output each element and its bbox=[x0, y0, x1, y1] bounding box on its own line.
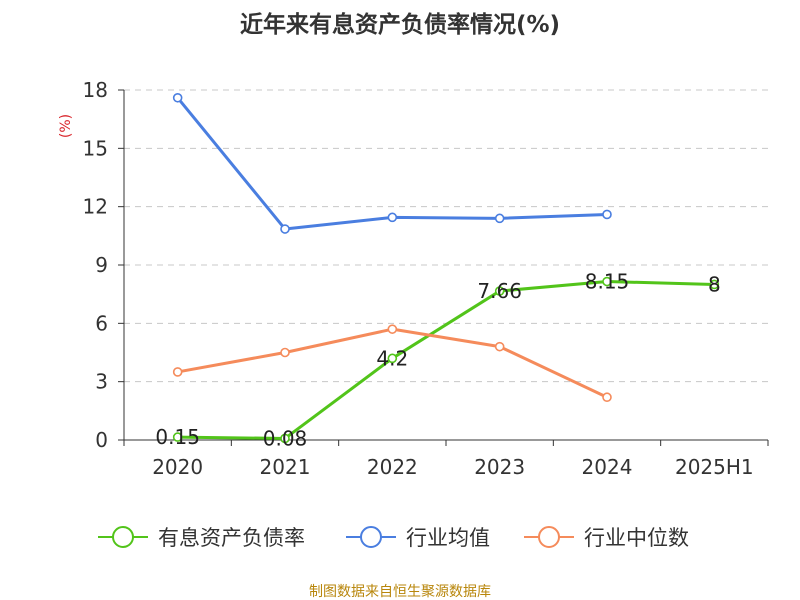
y-tick-label: 18 bbox=[83, 78, 108, 102]
x-tick-label: 2020 bbox=[152, 455, 203, 479]
data-point bbox=[280, 347, 290, 358]
data-label: 8.15 bbox=[585, 270, 630, 294]
data-point bbox=[602, 276, 612, 287]
data-point bbox=[387, 212, 398, 223]
legend-item-1[interactable]: 行业均值 bbox=[346, 526, 490, 550]
data-point bbox=[387, 324, 398, 334]
data-label: 7.66 bbox=[477, 279, 522, 303]
y-tick-label: 0 bbox=[95, 428, 108, 452]
series-line-0 bbox=[177, 280, 715, 440]
y-tick-label: 3 bbox=[95, 370, 108, 394]
legend-item-0[interactable]: 有息资产负债率 bbox=[98, 526, 305, 550]
x-tick-label: 2024 bbox=[582, 455, 633, 479]
legend-label: 行业中位数 bbox=[584, 526, 689, 550]
legend-item-2[interactable]: 行业中位数 bbox=[524, 526, 689, 550]
legend-label: 行业均值 bbox=[406, 526, 490, 550]
y-tick-label: 15 bbox=[83, 136, 108, 160]
data-point bbox=[172, 367, 183, 377]
data-point bbox=[280, 224, 290, 234]
legend[interactable]: 有息资产负债率 行业均值 行业中位数 bbox=[98, 526, 689, 550]
x-tick-label: 2025H1 bbox=[675, 455, 754, 479]
y-tick-label: 12 bbox=[83, 195, 108, 219]
data-point bbox=[280, 433, 290, 444]
legend-marker bbox=[112, 526, 134, 548]
data-point bbox=[172, 432, 183, 442]
legend-label: 有息资产负债率 bbox=[158, 526, 305, 550]
legend-marker bbox=[360, 526, 382, 548]
axes: 0 3 6 9 12 15 18 2020 2021 2022 2023 2024 2025H1 bbox=[83, 78, 769, 479]
data-point bbox=[494, 213, 505, 224]
data-point bbox=[387, 353, 398, 364]
data-point bbox=[709, 279, 720, 290]
y-tick-label: 9 bbox=[95, 253, 108, 277]
y-axis-label: (%) bbox=[58, 114, 74, 138]
data-labels: 0.15 0.08 4.2 7.66 8.15 8 bbox=[155, 270, 720, 451]
data-label: 0.08 bbox=[263, 426, 308, 450]
y-tick-label: 6 bbox=[95, 311, 108, 335]
data-point bbox=[494, 286, 505, 296]
data-point bbox=[494, 341, 505, 352]
series-line-1 bbox=[176, 96, 608, 231]
data-label: 0.15 bbox=[155, 425, 200, 449]
legend-marker bbox=[538, 526, 560, 548]
x-tick-label: 2023 bbox=[474, 455, 525, 479]
x-tick-label: 2021 bbox=[260, 455, 311, 479]
data-label: 4.2 bbox=[376, 346, 408, 370]
data-point bbox=[172, 92, 183, 103]
source-note: 制图数据来自恒生聚源数据库 bbox=[309, 584, 491, 600]
data-point bbox=[602, 209, 612, 220]
series bbox=[172, 92, 720, 444]
chart-title: 近年来有息资产负债率情况(%) bbox=[240, 11, 560, 38]
x-tick-label: 2022 bbox=[367, 455, 418, 479]
data-label: 8 bbox=[708, 272, 721, 296]
data-point bbox=[602, 392, 612, 403]
